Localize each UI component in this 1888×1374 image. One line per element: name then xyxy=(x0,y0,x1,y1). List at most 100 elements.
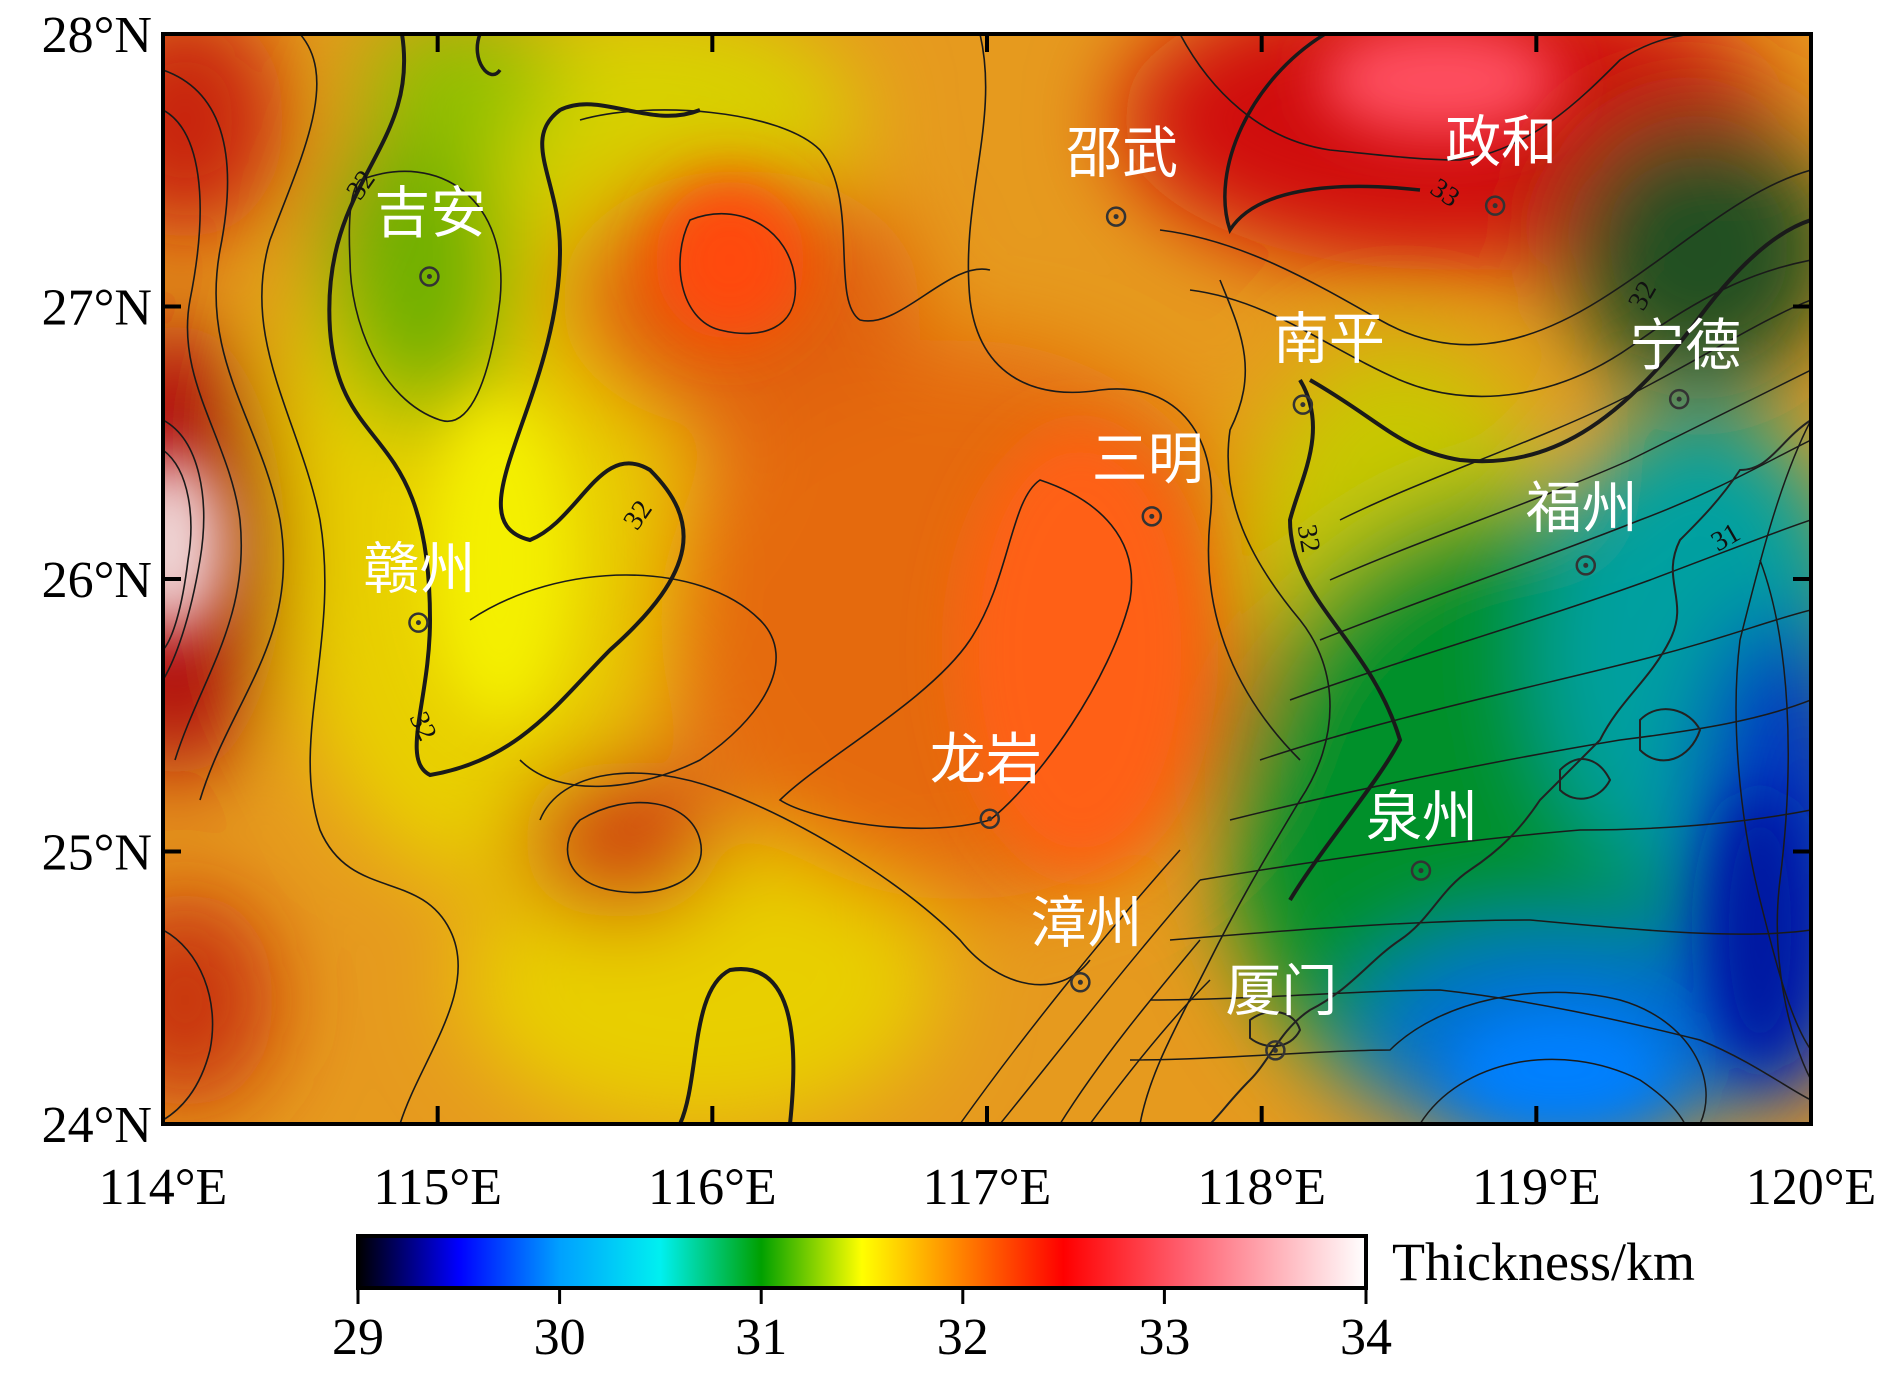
contour-line xyxy=(566,801,703,894)
city-label: 漳州 xyxy=(1030,891,1142,956)
colorbar-tick-label: 33 xyxy=(1138,1309,1190,1366)
contour-line xyxy=(1289,519,1811,701)
colorbar-gradient xyxy=(356,1234,1368,1290)
contour-line xyxy=(1735,419,1811,1051)
city-marker-ring xyxy=(1668,388,1690,410)
city-marker-ring xyxy=(1141,506,1163,527)
contour-line xyxy=(1129,991,1707,1124)
field-blob xyxy=(430,400,570,720)
contour-line xyxy=(1199,809,1811,881)
lon-tick-label: 117°E xyxy=(923,1159,1052,1216)
colorbar: Thickness/km 29 30 31 32 33 34 xyxy=(332,1232,1695,1366)
lat-tick-label: 25°N xyxy=(42,825,152,882)
city-marker-dot xyxy=(1272,1047,1278,1053)
contour-line xyxy=(163,449,192,651)
axis-ticks: 114°E 115°E 116°E 117°E 118°E 119°E 120°E 24°N 2… xyxy=(42,7,1877,1216)
colorbar-tick-label: 30 xyxy=(534,1309,586,1366)
city-marker-ring xyxy=(1265,1040,1286,1061)
contour-line xyxy=(1089,979,1211,1124)
city-label: 宁德 xyxy=(1629,314,1741,379)
city-marker-dot xyxy=(987,816,993,822)
contour-line xyxy=(579,109,991,322)
contour-line-32 xyxy=(327,34,701,778)
city-marker-ring xyxy=(1410,860,1432,881)
city-label: 吉安 xyxy=(374,182,486,247)
contour-line xyxy=(1339,299,1811,521)
city-9: 泉州 xyxy=(1366,786,1478,881)
field-blob xyxy=(163,890,275,1110)
contour-line xyxy=(999,879,1201,1124)
city-label: 赣州 xyxy=(363,538,475,603)
contour-line xyxy=(539,772,1091,986)
colorbar-tick-label: 29 xyxy=(332,1309,384,1366)
city-label: 泉州 xyxy=(1366,786,1478,851)
city-label: 三明 xyxy=(1092,427,1204,492)
city-label: 邵武 xyxy=(1066,122,1178,187)
contour-line xyxy=(348,170,502,423)
city-2: 邵武 xyxy=(1066,122,1178,227)
city-marker-dot xyxy=(1077,979,1083,985)
contour-line xyxy=(959,849,1181,1124)
city-5: 宁德 xyxy=(1629,314,1741,410)
contour-line xyxy=(1159,169,1811,346)
lon-tick-label: 119°E xyxy=(1472,1159,1601,1216)
field-blob xyxy=(1320,34,1560,135)
field-blob xyxy=(960,430,1200,870)
contour-line-32 xyxy=(475,34,502,77)
lat-tick-label: 27°N xyxy=(42,280,152,337)
contour-line xyxy=(163,929,214,1121)
city-marker-dot xyxy=(415,620,421,626)
contour-line xyxy=(1139,279,1331,1124)
city-label: 福州 xyxy=(1526,476,1638,541)
colorbar-tick-label: 34 xyxy=(1340,1309,1392,1366)
field-highlights xyxy=(163,34,1810,1124)
city-marker-dot xyxy=(1583,562,1589,568)
contour-line-32 xyxy=(1287,378,1403,902)
field-blob xyxy=(360,34,560,150)
city-marker-dot xyxy=(1149,513,1155,519)
city-marker-ring xyxy=(1484,195,1506,216)
field-blob xyxy=(655,180,805,340)
contour-line xyxy=(1759,559,1811,1081)
city-marker-dot xyxy=(1676,396,1682,402)
contour-line xyxy=(1169,919,1811,941)
island-outline xyxy=(1639,708,1702,762)
city-1: 赣州 xyxy=(363,538,475,633)
city-marker-dot xyxy=(1300,402,1306,408)
contour-line xyxy=(1149,989,1811,1101)
lon-tick-label: 116°E xyxy=(648,1159,777,1216)
city-marker-dot xyxy=(1418,868,1424,874)
contour-line xyxy=(1189,259,1811,398)
field-blob xyxy=(1560,110,1811,390)
city-11: 厦门 xyxy=(1225,959,1337,1061)
contour-line-32 xyxy=(1309,218,1811,464)
contour-line xyxy=(163,419,205,681)
coastline xyxy=(1209,419,1811,1124)
colorbar-tick-label: 31 xyxy=(735,1309,787,1366)
city-label: 南平 xyxy=(1273,308,1385,373)
city-8: 龙岩 xyxy=(930,728,1042,830)
contour-line xyxy=(1319,439,1811,641)
lon-tick-label: 114°E xyxy=(99,1159,228,1216)
city-marker-ring xyxy=(408,612,429,633)
lon-tick-label: 115°E xyxy=(373,1159,502,1216)
island-outline xyxy=(1559,758,1612,800)
city-marker-ring xyxy=(979,808,1000,830)
contour-value-label: 32 xyxy=(1291,522,1326,555)
city-6: 三明 xyxy=(1092,427,1204,527)
city-7: 福州 xyxy=(1526,476,1638,576)
contour-line xyxy=(469,574,777,788)
contour-line-33 xyxy=(1223,34,1421,235)
city-3: 政和 xyxy=(1445,111,1557,216)
field-blob xyxy=(325,120,515,420)
city-marker-dot xyxy=(426,274,432,280)
city-marker-ring xyxy=(1292,394,1314,415)
field-blob xyxy=(163,34,285,240)
city-marker-ring xyxy=(419,266,440,287)
city-10: 漳州 xyxy=(1030,891,1142,993)
city-label: 龙岩 xyxy=(930,728,1042,793)
city-marker-ring xyxy=(1070,972,1091,993)
colorbar-tick-label: 32 xyxy=(937,1309,989,1366)
